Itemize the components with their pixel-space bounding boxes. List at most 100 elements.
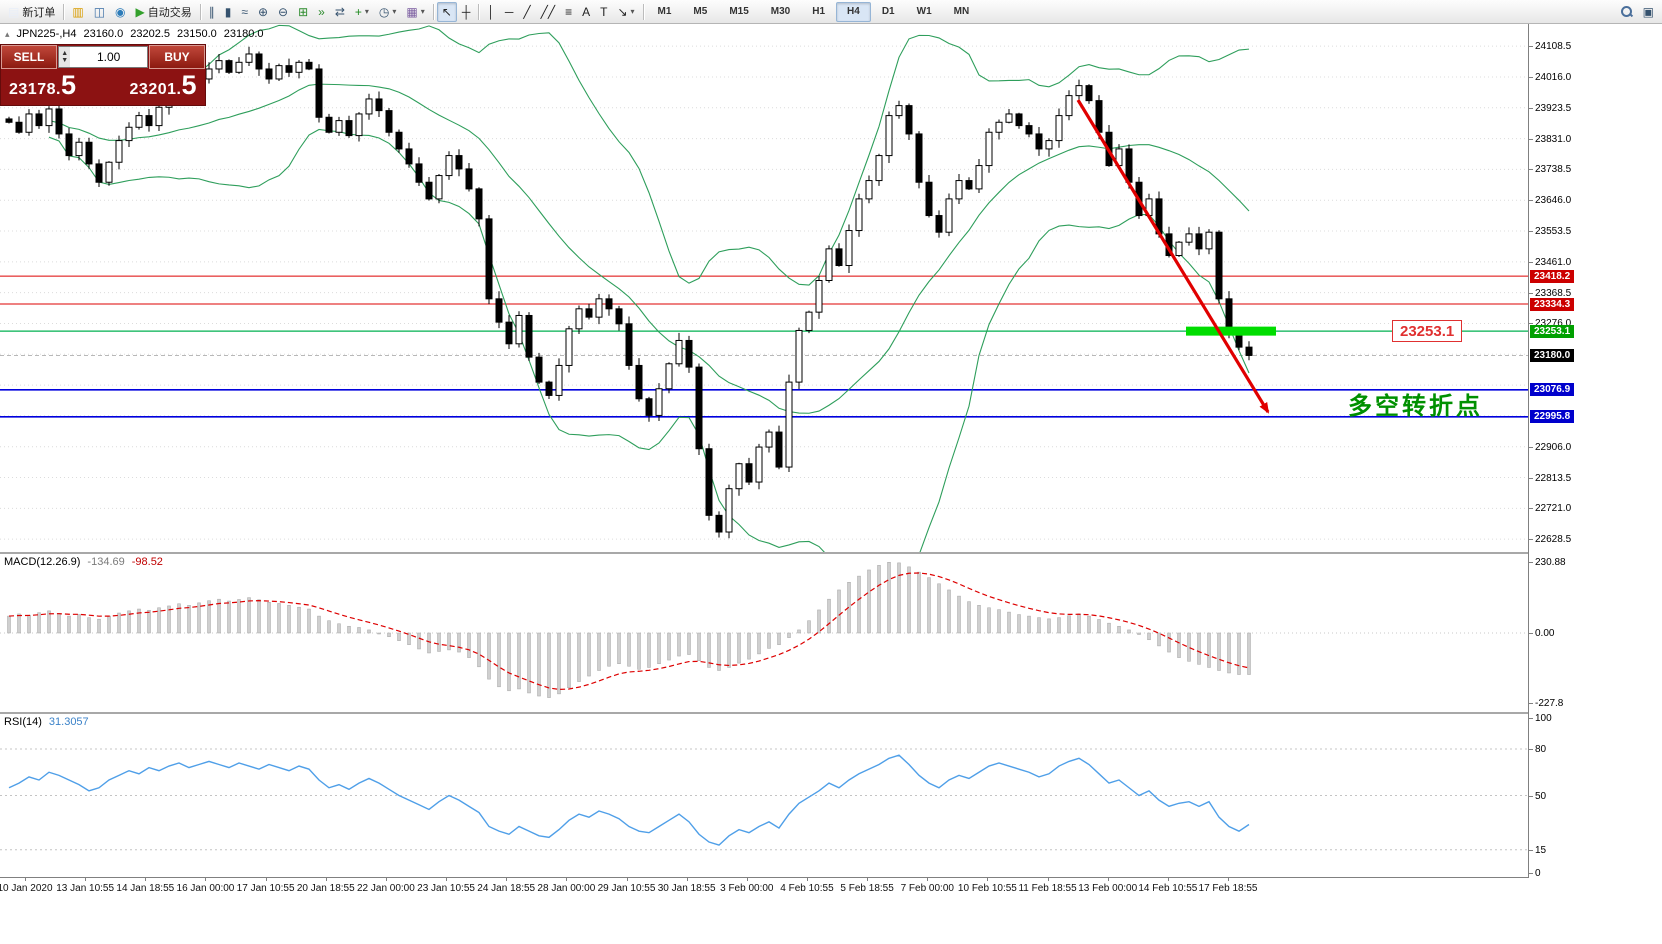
price-tick — [1529, 262, 1533, 263]
price-tick — [1529, 77, 1533, 78]
fibonacci-icon[interactable]: ≡ — [560, 2, 577, 22]
panel-splitter[interactable] — [0, 712, 1662, 714]
sell-button[interactable]: SELL — [1, 45, 57, 69]
timeframe-h4-button[interactable]: H4 — [836, 1, 871, 22]
market-watch-icon[interactable]: ▥ — [67, 2, 88, 22]
arrows-shapes-icon[interactable]: ↘ ▾ — [612, 2, 639, 22]
timeframe-h1-button-label: H1 — [812, 6, 826, 17]
channel-icon[interactable]: ╱╱ — [536, 2, 560, 22]
navigator-icon[interactable]: ◫ — [89, 2, 110, 22]
rsi-indicator-label: RSI(14) 31.3057 — [4, 716, 89, 728]
toolbar-separator — [432, 3, 434, 20]
time-label: 30 Jan 18:55 — [657, 883, 716, 894]
time-axis[interactable]: 10 Jan 2020 13 Jan 10:55 14 Jan 18:55 16 Ja… — [0, 878, 1662, 902]
high-value: 23202.5 — [130, 28, 170, 40]
volume-down-button[interactable]: ▼ — [61, 57, 69, 64]
auto-scroll-icon[interactable]: » — [313, 2, 330, 22]
arrows-shapes-icon-dropdown[interactable]: ▾ — [630, 7, 635, 16]
time-tick — [446, 878, 447, 881]
macd-canvas[interactable] — [0, 554, 1528, 712]
time-tick — [266, 878, 267, 881]
volume-up-button[interactable]: ▲ — [61, 50, 69, 57]
indicators-icon-dropdown[interactable]: ▾ — [364, 7, 369, 16]
price-tick — [1529, 46, 1533, 47]
gridlines — [0, 45, 1528, 540]
templates-icon[interactable]: ▦ ▾ — [401, 2, 429, 22]
price-axis-label: 23738.5 — [1535, 164, 1572, 176]
time-tick — [1228, 878, 1229, 881]
chart-shift-icon[interactable]: ⇄ — [330, 2, 350, 22]
time-label: 20 Jan 18:55 — [296, 883, 355, 894]
text-icon[interactable]: A — [577, 2, 595, 22]
timeframe-m1-button[interactable]: M1 — [647, 2, 683, 22]
candlestick-chart-icon[interactable]: ▮ — [220, 2, 237, 22]
text-label-icon[interactable]: T — [595, 2, 612, 22]
price-axis-label: 23461.0 — [1535, 256, 1572, 268]
indicators-icon[interactable]: + ▾ — [350, 2, 374, 22]
toolbar-separator — [199, 3, 201, 20]
price-tick — [1529, 139, 1533, 140]
time-label: 10 Jan 2020 — [0, 883, 53, 894]
time-label: 23 Jan 10:55 — [417, 883, 475, 894]
timeframe-mn-button[interactable]: MN — [943, 2, 981, 22]
text-label-icon: T — [600, 4, 608, 19]
search-icon[interactable] — [1615, 2, 1638, 22]
periods-icon[interactable]: ◷ ▾ — [374, 2, 402, 22]
price-axis[interactable]: 24108.5 24016.0 23923.5 23831.0 23738.5 23646… — [1528, 24, 1662, 879]
time-tick — [627, 878, 628, 881]
market-watch-icon: ▥ — [72, 4, 84, 19]
zoom-out-icon[interactable]: ⊖ — [273, 2, 293, 22]
timeframe-h1-button[interactable]: H1 — [801, 2, 836, 22]
time-tick — [1048, 878, 1049, 881]
channel-icon: ╱╱ — [540, 4, 556, 19]
price-callout-label[interactable]: 23253.1 — [1392, 320, 1463, 343]
rsi-tick — [1529, 718, 1533, 719]
time-tick — [145, 878, 146, 881]
macd-indicator-label: MACD(12.26.9) -134.69 -98.52 — [4, 556, 163, 568]
time-label: 5 Feb 18:55 — [840, 883, 894, 894]
cursor-icon[interactable]: ↖ — [436, 1, 457, 22]
timeframe-m30-button[interactable]: M30 — [760, 2, 801, 22]
time-axis-border — [0, 877, 1662, 878]
macd-panel[interactable]: MACD(12.26.9) -134.69 -98.52 — [0, 554, 1528, 712]
low-value: 23150.0 — [176, 28, 217, 40]
new-order-button[interactable]: ▤ 新订单 — [3, 2, 60, 22]
rsi-line — [8, 754, 1250, 846]
panel-splitter[interactable] — [0, 552, 1662, 554]
price-axis-label: 22628.5 — [1535, 534, 1572, 546]
timeframe-m15-button[interactable]: M15 — [718, 2, 759, 22]
volume-field: ▲ ▼ — [58, 46, 148, 68]
rsi-panel[interactable]: RSI(14) 31.3057 — [0, 714, 1528, 877]
timeframe-d1-button[interactable]: D1 — [871, 2, 906, 22]
periods-icon-dropdown[interactable]: ▾ — [392, 7, 397, 16]
rsi-canvas[interactable] — [0, 714, 1528, 877]
horizontal-line-icon[interactable]: ─ — [500, 2, 519, 22]
one-click-trading-panel: SELL ▲ ▼ BUY 23178.5 23201.5 — [0, 44, 206, 106]
auto-trading-button[interactable]: ▶ 自动交易 — [131, 2, 197, 22]
tile-windows-icon[interactable]: ⊞ — [293, 2, 313, 22]
crosshair-icon[interactable]: ┼ — [457, 2, 476, 22]
timeframe-m5-button[interactable]: M5 — [682, 2, 718, 22]
price-chart-canvas[interactable] — [0, 24, 1528, 552]
trendline-icon[interactable]: ╱ — [518, 2, 535, 22]
volume-input[interactable] — [70, 47, 147, 67]
templates-icon-dropdown[interactable]: ▾ — [420, 7, 425, 16]
quick-panel-icon[interactable]: ▣ — [1638, 2, 1659, 22]
zoom-in-icon[interactable]: ⊕ — [253, 2, 273, 22]
price-axis-label: 22906.0 — [1535, 441, 1572, 453]
terminal-icon[interactable]: ◉ — [110, 2, 130, 22]
line-chart-icon[interactable]: ≈ — [236, 2, 253, 22]
rsi-tick — [1529, 749, 1533, 750]
vertical-line-icon[interactable]: │ — [482, 2, 500, 22]
chart-shift-icon: ⇄ — [334, 4, 345, 19]
templates-icon: ▦ — [406, 4, 418, 19]
timeframe-w1-button[interactable]: W1 — [906, 2, 943, 22]
horizontal-line-icon: ─ — [504, 4, 514, 19]
bar-chart-icon[interactable]: ∥ — [204, 2, 220, 22]
time-tick — [1168, 878, 1169, 881]
price-axis-label: 23276.0 — [1535, 318, 1571, 329]
buy-button[interactable]: BUY — [149, 45, 205, 69]
time-tick — [807, 878, 808, 881]
main-chart-panel[interactable]: ▴ JPN225-,H4 23160.0 23202.5 23150.0 231… — [0, 24, 1528, 552]
